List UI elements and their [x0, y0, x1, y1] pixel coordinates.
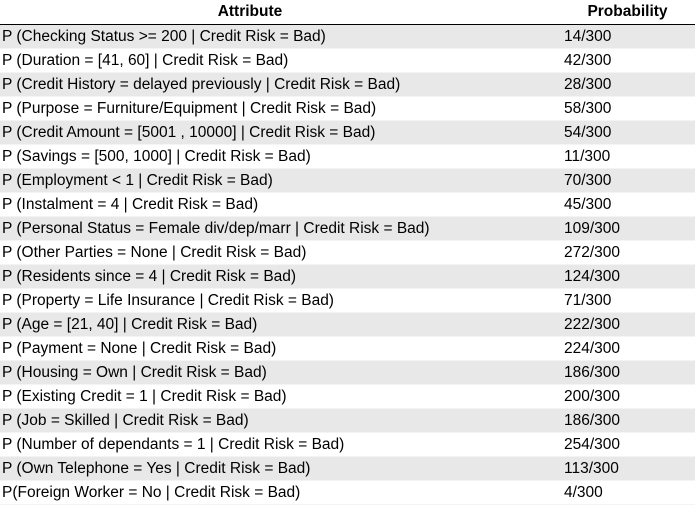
table-row: P (Purpose = Furniture/Equipment | Credi… [0, 96, 695, 121]
table-row: P (Checking Status >= 200 | Credit Risk … [0, 24, 695, 49]
attribute-cell: P (Credit Amount = [5001 , 10000] | Cred… [0, 120, 560, 145]
probability-cell: 70/300 [560, 168, 695, 193]
probability-cell: 272/300 [560, 240, 695, 265]
table-header-row: Attribute Probability [0, 0, 695, 25]
probability-cell: 200/300 [560, 384, 695, 409]
attribute-cell: P (Checking Status >= 200 | Credit Risk … [0, 24, 560, 49]
attribute-cell: P (Credit History = delayed previously |… [0, 72, 560, 97]
table-row: P (Employment < 1 | Credit Risk = Bad) 70… [0, 168, 695, 193]
probability-column-header: Probability [560, 0, 695, 25]
table-row: P (Age = [21, 40] | Credit Risk = Bad) 22… [0, 312, 695, 337]
table-row: P (Instalment = 4 | Credit Risk = Bad) 45… [0, 192, 695, 217]
probability-cell: 42/300 [560, 48, 695, 73]
table-row: P (Number of dependants = 1 | Credit Ris… [0, 432, 695, 457]
probability-cell: 54/300 [560, 120, 695, 145]
table-row: P (Credit History = delayed previously |… [0, 72, 695, 97]
attribute-cell: P (Purpose = Furniture/Equipment | Credi… [0, 96, 560, 121]
table-body: P (Checking Status >= 200 | Credit Risk … [0, 24, 695, 505]
probability-cell: 222/300 [560, 312, 695, 337]
attribute-cell: P (Existing Credit = 1 | Credit Risk = B… [0, 384, 560, 409]
probability-cell: 109/300 [560, 216, 695, 241]
probability-cell: 254/300 [560, 432, 695, 457]
table-row: P (Savings = [500, 1000] | Credit Risk =… [0, 144, 695, 169]
probability-cell: 45/300 [560, 192, 695, 217]
attribute-cell: P (Job = Skilled | Credit Risk = Bad) [0, 408, 560, 433]
attribute-cell: P (Age = [21, 40] | Credit Risk = Bad) [0, 312, 560, 337]
table-row: P (Personal Status = Female div/dep/marr… [0, 216, 695, 241]
table-row: P (Other Parties = None | Credit Risk = … [0, 240, 695, 265]
probability-cell: 124/300 [560, 264, 695, 289]
attribute-column-header: Attribute [0, 0, 560, 25]
attribute-cell: P (Residents since = 4 | Credit Risk = B… [0, 264, 560, 289]
probability-cell: 58/300 [560, 96, 695, 121]
attribute-cell: P (Payment = None | Credit Risk = Bad) [0, 336, 560, 361]
probability-cell: 224/300 [560, 336, 695, 361]
attribute-cell: P (Instalment = 4 | Credit Risk = Bad) [0, 192, 560, 217]
attribute-cell: P (Housing = Own | Credit Risk = Bad) [0, 360, 560, 385]
probability-cell: 4/300 [560, 480, 695, 505]
table-row: P (Job = Skilled | Credit Risk = Bad) 186… [0, 408, 695, 433]
table-row: P (Housing = Own | Credit Risk = Bad) 186… [0, 360, 695, 385]
attribute-cell: P (Employment < 1 | Credit Risk = Bad) [0, 168, 560, 193]
attribute-cell: P (Property = Life Insurance | Credit Ri… [0, 288, 560, 313]
table-row: P (Property = Life Insurance | Credit Ri… [0, 288, 695, 313]
attribute-cell: P (Own Telephone = Yes | Credit Risk = B… [0, 456, 560, 481]
table-row: P (Residents since = 4 | Credit Risk = B… [0, 264, 695, 289]
probability-cell: 113/300 [560, 456, 695, 481]
table-row: P (Payment = None | Credit Risk = Bad) 22… [0, 336, 695, 361]
attribute-cell: P (Number of dependants = 1 | Credit Ris… [0, 432, 560, 457]
table-row: P (Existing Credit = 1 | Credit Risk = B… [0, 384, 695, 409]
probability-cell: 28/300 [560, 72, 695, 97]
attribute-cell: P(Foreign Worker = No | Credit Risk = Ba… [0, 480, 560, 505]
probability-cell: 71/300 [560, 288, 695, 313]
table-row: P (Credit Amount = [5001 , 10000] | Cred… [0, 120, 695, 145]
probability-cell: 14/300 [560, 24, 695, 49]
probability-cell: 186/300 [560, 360, 695, 385]
attribute-cell: P (Savings = [500, 1000] | Credit Risk =… [0, 144, 560, 169]
attribute-cell: P (Personal Status = Female div/dep/marr… [0, 216, 560, 241]
table-row: P (Own Telephone = Yes | Credit Risk = B… [0, 456, 695, 481]
attribute-cell: P (Duration = [41, 60] | Credit Risk = B… [0, 48, 560, 73]
probability-cell: 11/300 [560, 144, 695, 169]
table-row: P(Foreign Worker = No | Credit Risk = Ba… [0, 480, 695, 505]
probability-cell: 186/300 [560, 408, 695, 433]
attribute-cell: P (Other Parties = None | Credit Risk = … [0, 240, 560, 265]
table-row: P (Duration = [41, 60] | Credit Risk = B… [0, 48, 695, 73]
